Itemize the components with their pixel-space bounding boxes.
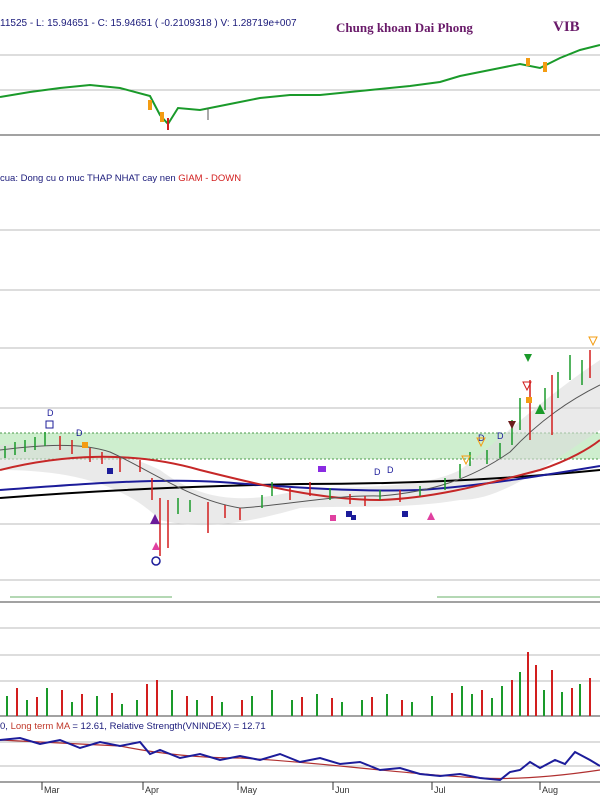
square-marker — [402, 511, 408, 517]
month-label: Apr — [145, 785, 160, 795]
arrow-marker — [427, 512, 435, 520]
candles-main — [4, 350, 591, 556]
square-marker — [318, 466, 326, 472]
d-marker: D — [47, 408, 54, 418]
d-marker: D — [497, 431, 504, 441]
rs-legend-rest: = 12.61, Relative Strength(VNINDEX) = 12… — [69, 721, 266, 732]
square-marker — [107, 468, 113, 474]
circle-marker — [151, 556, 161, 566]
band-area — [0, 360, 600, 526]
volume-bars — [6, 652, 591, 716]
square-marker — [351, 515, 356, 520]
ma-short-line — [0, 439, 600, 502]
triangle-marker — [476, 437, 486, 448]
month-ticks — [41, 782, 541, 790]
top-price-candles — [0, 44, 600, 130]
triangle-marker — [588, 336, 598, 347]
rs-legend: 0, Long term MA = 12.61, Relative Streng… — [0, 721, 266, 732]
square-marker — [330, 515, 336, 521]
ma-thin-line — [0, 384, 600, 509]
grid-lines — [0, 54, 600, 767]
triangle-marker — [461, 455, 471, 466]
triangle-marker — [150, 514, 160, 524]
rs-line — [0, 736, 600, 782]
month-label: Aug — [542, 785, 559, 795]
d-marker: D — [387, 465, 394, 475]
brand-title: Chung khoan Dai Phong — [336, 20, 473, 35]
arrow-marker — [524, 354, 532, 362]
ticker-symbol: VIB — [553, 19, 580, 35]
square-marker — [45, 420, 54, 429]
ma-mid-line — [0, 465, 600, 492]
square-marker — [82, 442, 88, 448]
square-marker — [526, 397, 532, 403]
ma-long-line — [0, 469, 600, 499]
triangle-marker — [535, 404, 545, 414]
rs-legend-long-ma: Long term MA — [10, 721, 70, 732]
rs-legend-prefix: 0, — [0, 721, 11, 732]
triangle-marker — [522, 381, 532, 392]
signal-prefix: cua: Dong cu o muc THAP NHAT cay nen — [0, 173, 179, 184]
d-marker: D — [76, 428, 83, 438]
signal-down-label: GIAM - DOWN — [178, 173, 242, 184]
month-label: Mar — [44, 785, 60, 795]
month-label: Jul — [434, 785, 446, 795]
ohlc-readout: 11525 - L: 15.94651 - C: 15.94651 ( -0.2… — [0, 18, 297, 29]
month-label: May — [240, 785, 258, 795]
arrow-marker — [152, 542, 160, 550]
triangle-marker — [508, 421, 516, 429]
month-label: Jun — [335, 785, 350, 795]
signal-text: cua: Dong cu o muc THAP NHAT cay nen GIA… — [0, 173, 241, 184]
square-marker — [346, 511, 352, 517]
signal-markers: D D D D D D — [45, 336, 598, 566]
d-marker: D — [374, 467, 381, 477]
